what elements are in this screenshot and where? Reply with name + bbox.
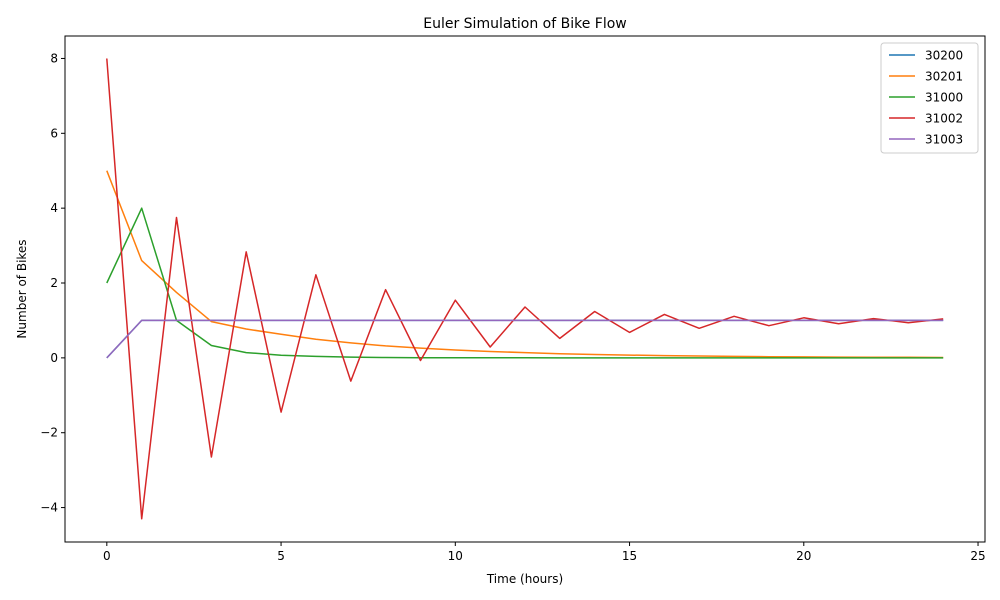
plot-background [65, 36, 985, 542]
y-axis-ticks: −4 −2 0 2 4 6 8 [40, 51, 65, 515]
y-axis-label: Number of Bikes [15, 239, 29, 338]
legend: 30200 30201 31000 31002 31003 [880, 42, 979, 154]
y-tick-label: 2 [50, 276, 58, 290]
x-tick-label: 5 [277, 549, 285, 563]
series-layer [106, 58, 944, 520]
legend-label-30201: 30201 [925, 70, 963, 84]
y-tick-label: 0 [50, 351, 58, 365]
y-tick-label: −4 [40, 501, 58, 515]
legend-label-31002: 31002 [925, 112, 963, 126]
x-axis-ticks: 0 5 10 15 20 25 [103, 542, 986, 563]
chart-title: Euler Simulation of Bike Flow [423, 16, 627, 32]
legend-label-31000: 31000 [925, 91, 963, 105]
x-tick-label: 0 [103, 549, 111, 563]
x-tick-label: 25 [970, 549, 985, 563]
x-tick-label: 20 [796, 549, 811, 563]
y-tick-label: 8 [50, 51, 58, 65]
x-axis-label: Time (hours) [486, 572, 563, 586]
plot-frame [64, 35, 986, 543]
series-line-31002 [106, 58, 944, 520]
y-tick-label: −2 [40, 426, 58, 440]
legend-frame [880, 42, 979, 154]
legend-label-30200: 30200 [925, 49, 963, 63]
y-tick-label: 4 [50, 201, 58, 215]
series-line-31000 [106, 207, 944, 359]
x-tick-label: 10 [448, 549, 463, 563]
y-tick-label: 6 [50, 126, 58, 140]
series-line-31003 [106, 319, 944, 359]
legend-label-31003: 31003 [925, 133, 963, 147]
series-line-30201 [106, 170, 944, 359]
x-tick-label: 15 [622, 549, 637, 563]
